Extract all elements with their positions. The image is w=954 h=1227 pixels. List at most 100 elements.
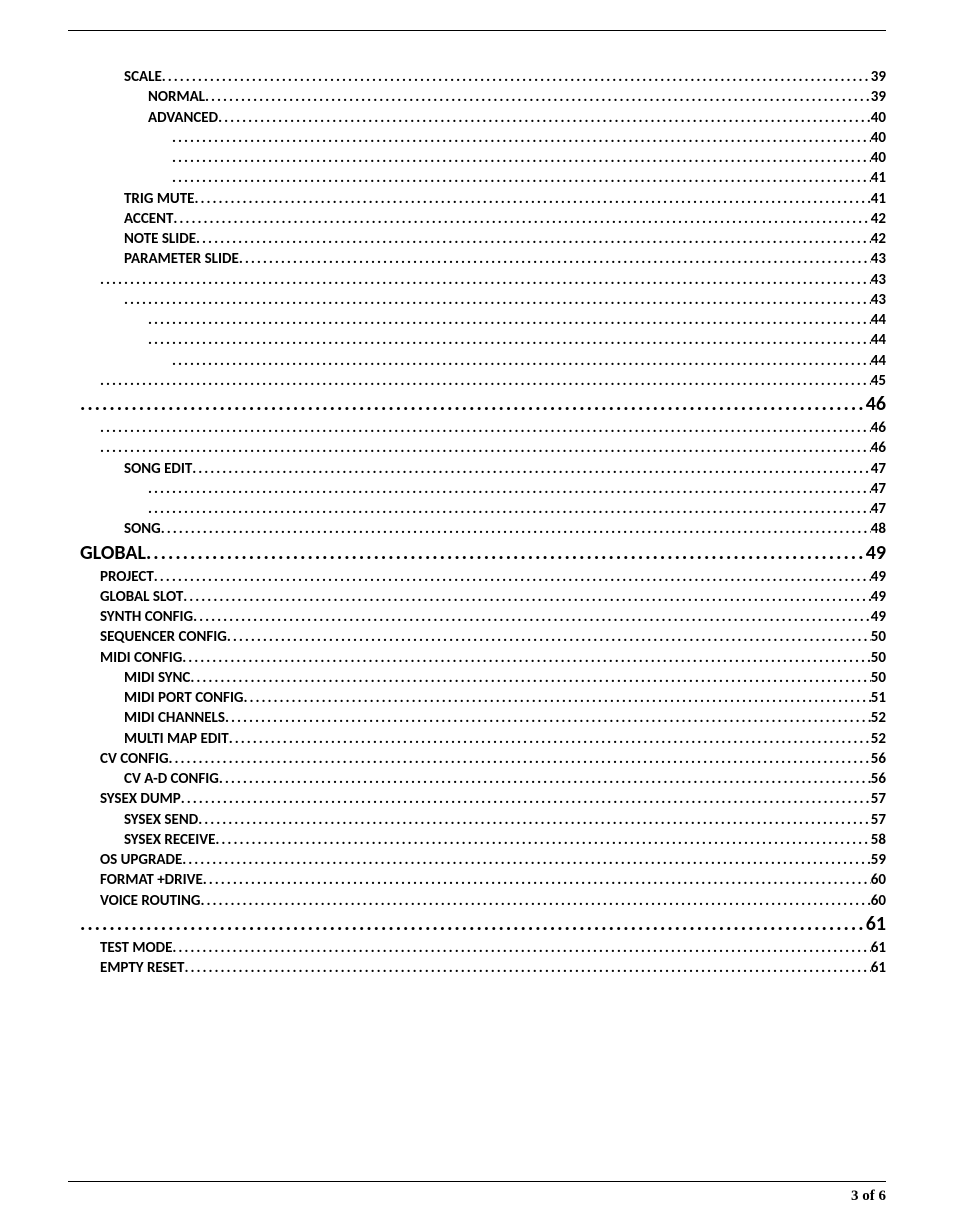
- toc-leader-dots: ........................................…: [161, 519, 871, 539]
- toc-row: SCALE ..................................…: [68, 67, 886, 87]
- toc-leader-dots: ........................................…: [239, 249, 871, 269]
- toc-row: SYSEX SEND .............................…: [68, 810, 886, 830]
- toc-label: PROJECT: [100, 567, 154, 587]
- toc-row: SYSEX DUMP .............................…: [68, 789, 886, 809]
- toc-row: NORMAL .................................…: [68, 87, 886, 107]
- toc-row: MIDI CHANNELS ..........................…: [68, 708, 886, 728]
- toc-leader-dots: ........................................…: [196, 229, 871, 249]
- toc-leader-dots: ........................................…: [173, 209, 870, 229]
- toc-row: SONG EDIT ..............................…: [68, 459, 886, 479]
- toc-label: OS UPGRADE: [100, 850, 182, 870]
- toc-row: ........................................…: [68, 310, 886, 330]
- toc-page-number: 60: [871, 870, 886, 890]
- table-of-contents: SCALE ..................................…: [68, 67, 886, 978]
- toc-page-number: 43: [871, 270, 886, 290]
- toc-leader-dots: ........................................…: [181, 789, 871, 809]
- toc-row: MIDI PORT CONFIG .......................…: [68, 688, 886, 708]
- toc-page-number: 61: [871, 938, 886, 958]
- toc-label: SYSEX RECEIVE: [124, 830, 215, 850]
- toc-row: FORMAT +DRIVE ..........................…: [68, 870, 886, 890]
- toc-row: EMPTY RESET ............................…: [68, 958, 886, 978]
- toc-leader-dots: ........................................…: [100, 438, 871, 458]
- toc-row: ........................................…: [68, 128, 886, 148]
- toc-label: MIDI PORT CONFIG: [124, 688, 244, 708]
- toc-leader-dots: ........................................…: [205, 87, 871, 107]
- toc-row: SEQUENCER CONFIG .......................…: [68, 627, 886, 647]
- toc-label: GLOBAL SLOT: [100, 587, 183, 607]
- toc-label: MIDI SYNC: [124, 668, 190, 688]
- toc-leader-dots: ........................................…: [215, 830, 870, 850]
- toc-row: ........................................…: [68, 290, 886, 310]
- toc-label: TEST MODE: [100, 938, 172, 958]
- toc-label: SONG: [124, 519, 161, 539]
- toc-page-number: 41: [871, 189, 886, 209]
- toc-page-number: 60: [871, 891, 886, 911]
- toc-row: NOTE SLIDE .............................…: [68, 229, 886, 249]
- page: SCALE ..................................…: [0, 0, 954, 1227]
- toc-row: SYSEX RECEIVE ..........................…: [68, 830, 886, 850]
- toc-row: GLOBAL SLOT ............................…: [68, 587, 886, 607]
- toc-page-number: 52: [871, 708, 886, 728]
- toc-page-number: 50: [871, 668, 886, 688]
- toc-leader-dots: ........................................…: [182, 648, 871, 668]
- toc-label: MULTI MAP EDIT: [124, 729, 229, 749]
- toc-leader-dots: ........................................…: [200, 891, 870, 911]
- toc-leader-dots: ........................................…: [190, 668, 870, 688]
- page-number: 3 of 6: [68, 1188, 886, 1205]
- toc-page-number: 43: [871, 249, 886, 269]
- toc-label: SYSEX SEND: [124, 810, 198, 830]
- toc-page-number: 46: [871, 438, 886, 458]
- toc-page-number: 51: [871, 688, 886, 708]
- toc-page-number: 57: [871, 810, 886, 830]
- toc-row: ........................................…: [68, 148, 886, 168]
- toc-row: OS UPGRADE .............................…: [68, 850, 886, 870]
- toc-label: TRIG MUTE: [124, 189, 194, 209]
- toc-row: ........................................…: [68, 418, 886, 438]
- toc-leader-dots: ........................................…: [154, 567, 871, 587]
- toc-page-number: 52: [871, 729, 886, 749]
- toc-row: ........................................…: [68, 479, 886, 499]
- toc-label: CV A-D CONFIG: [124, 769, 219, 789]
- toc-page-number: 39: [871, 87, 886, 107]
- toc-row: SONG ...................................…: [68, 519, 886, 539]
- toc-page-number: 47: [871, 479, 886, 499]
- toc-leader-dots: ........................................…: [194, 189, 870, 209]
- toc-leader-dots: ........................................…: [124, 290, 871, 310]
- toc-page-number: 46: [871, 418, 886, 438]
- toc-label: SEQUENCER CONFIG: [100, 627, 227, 647]
- toc-page-number: 41: [871, 168, 886, 188]
- toc-leader-dots: ........................................…: [100, 371, 871, 391]
- toc-page-number: 56: [871, 769, 886, 789]
- toc-label: MIDI CHANNELS: [124, 708, 225, 728]
- toc-page-number: 42: [871, 209, 886, 229]
- toc-leader-dots: ........................................…: [172, 938, 870, 958]
- toc-label: FORMAT +DRIVE: [100, 870, 203, 890]
- toc-leader-dots: ........................................…: [203, 870, 871, 890]
- toc-leader-dots: ........................................…: [172, 128, 871, 148]
- toc-label: CV CONFIG: [100, 749, 169, 769]
- toc-row: ........................................…: [68, 438, 886, 458]
- toc-leader-dots: ........................................…: [184, 958, 870, 978]
- toc-row: TEST MODE ..............................…: [68, 938, 886, 958]
- toc-leader-dots: ........................................…: [80, 911, 866, 938]
- toc-row: TRIG MUTE ..............................…: [68, 189, 886, 209]
- toc-page-number: 58: [871, 830, 886, 850]
- toc-row: CV A-D CONFIG ..........................…: [68, 769, 886, 789]
- toc-leader-dots: ........................................…: [162, 67, 871, 87]
- toc-leader-dots: ........................................…: [183, 587, 871, 607]
- toc-row: ........................................…: [68, 351, 886, 371]
- toc-page-number: 44: [871, 330, 886, 350]
- toc-label: SYSEX DUMP: [100, 789, 181, 809]
- toc-row: ........................................…: [68, 391, 886, 418]
- toc-row: PROJECT ................................…: [68, 567, 886, 587]
- toc-leader-dots: ........................................…: [172, 351, 871, 371]
- toc-page-number: 50: [871, 648, 886, 668]
- toc-page-number: 50: [871, 627, 886, 647]
- toc-label: SYNTH CONFIG: [100, 607, 193, 627]
- toc-page-number: 40: [871, 128, 886, 148]
- toc-label: NOTE SLIDE: [124, 229, 196, 249]
- toc-row: ACCENT .................................…: [68, 209, 886, 229]
- toc-leader-dots: ........................................…: [227, 627, 871, 647]
- toc-row: ........................................…: [68, 911, 886, 938]
- toc-leader-dots: ........................................…: [193, 607, 871, 627]
